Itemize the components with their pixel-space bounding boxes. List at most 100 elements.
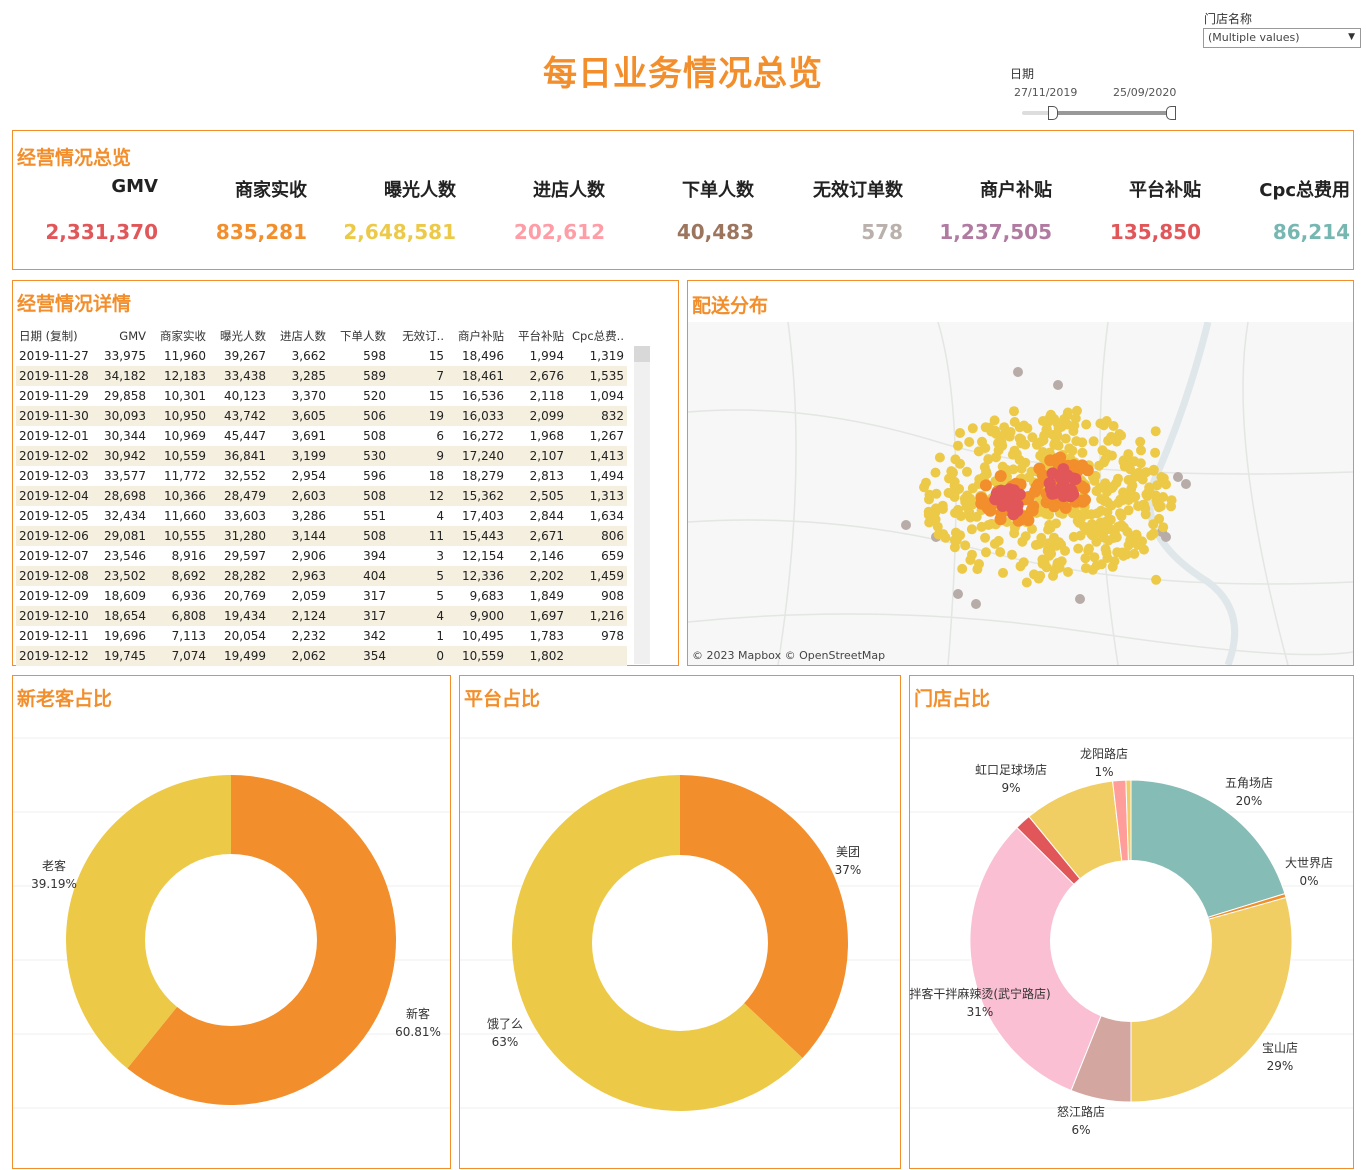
- kpi-value: 202,612: [513, 220, 605, 244]
- table-row[interactable]: 2019-12-07 23,546 8,916 29,597 2,906 394 3 12,1…: [16, 546, 627, 566]
- table-row[interactable]: 2019-12-01 30,344 10,969 45,447 3,691 508 6 16,…: [16, 426, 627, 446]
- map-point: [1019, 512, 1031, 525]
- table-cell: 2,671: [507, 526, 567, 546]
- date-start: 27/11/2019: [1014, 86, 1078, 99]
- map-point: [1051, 433, 1061, 444]
- table-row[interactable]: 2019-12-10 18,654 6,808 19,434 2,124 317 4 9,90…: [16, 606, 627, 626]
- kpi-value: 86,214: [1272, 220, 1350, 244]
- table-cell: 30,942: [96, 446, 149, 466]
- column-header[interactable]: 进店人数: [280, 329, 326, 343]
- map-point: [933, 529, 944, 540]
- column-header[interactable]: 平台补贴: [518, 329, 564, 343]
- table-cell: 18,654: [96, 606, 149, 626]
- table-row[interactable]: 2019-11-28 34,182 12,183 33,438 3,285 589 7 18,…: [16, 366, 627, 386]
- map-point: [991, 428, 1002, 439]
- pie-category: 五角场店: [1224, 776, 1273, 790]
- column-header[interactable]: 商家实收: [160, 329, 206, 343]
- map-point: [1121, 549, 1132, 560]
- detail-scrollbar[interactable]: [634, 346, 650, 664]
- map-point: [1055, 481, 1068, 494]
- table-row[interactable]: 2019-11-30 30,093 10,950 43,742 3,605 506 19 16…: [16, 406, 627, 426]
- map-point: [1123, 449, 1134, 460]
- pie-label: 饿了么 63%: [425, 1015, 585, 1051]
- scrollbar-thumb[interactable]: [634, 346, 650, 362]
- kpi-label: 曝光人数: [384, 180, 456, 201]
- table-row[interactable]: 2019-12-05 32,434 11,660 33,603 3,286 551 4 17,…: [16, 506, 627, 526]
- table-cell: 28,698: [96, 486, 149, 506]
- table-cell: 2,906: [291, 549, 326, 563]
- map-point: [1069, 506, 1080, 517]
- table-cell: 19,434: [209, 606, 269, 626]
- table-cell: 520: [363, 389, 386, 403]
- map-point: [1081, 419, 1092, 430]
- column-header[interactable]: 曝光人数: [220, 329, 266, 343]
- map-point: [966, 524, 977, 535]
- table-cell: 34,182: [96, 366, 149, 386]
- map-point: [1116, 511, 1127, 522]
- table-row[interactable]: 2019-12-12 19,745 7,074 19,499 2,062 354 0 10,5…: [16, 646, 627, 666]
- column-header[interactable]: 日期 (复制): [19, 329, 78, 343]
- store-filter-value: (Multiple values): [1208, 31, 1300, 44]
- table-row[interactable]: 2019-12-11 19,696 7,113 20,054 2,232 342 1 10,4…: [16, 626, 627, 646]
- table-cell: 404: [329, 566, 389, 586]
- map-point: [1033, 462, 1046, 475]
- map-point: [1083, 545, 1094, 556]
- pie-slice[interactable]: [680, 775, 848, 1058]
- date-slider-end-handle[interactable]: [1166, 106, 1176, 120]
- pie-category: 饿了么: [486, 1017, 523, 1031]
- table-cell: 2019-12-10: [16, 606, 96, 626]
- store-filter-dropdown[interactable]: (Multiple values) ▼: [1203, 28, 1361, 48]
- map-point: [1063, 567, 1073, 577]
- table-cell: 2,676: [507, 366, 567, 386]
- table-cell: 2019-11-28: [16, 366, 96, 386]
- column-header[interactable]: 商户补贴: [458, 329, 504, 343]
- pie-label: 老客 39.19%: [0, 857, 134, 893]
- map-point: [989, 538, 1000, 549]
- table-cell: 1: [436, 629, 444, 643]
- column-header[interactable]: Cpc总费..: [572, 329, 624, 343]
- map-point: [949, 542, 960, 553]
- kpi-value: 1,237,505: [939, 220, 1052, 244]
- delivery-map[interactable]: [688, 322, 1353, 665]
- table-row[interactable]: 2019-12-02 30,942 10,559 36,841 3,199 530 9 17,…: [16, 446, 627, 466]
- table-row[interactable]: 2019-12-08 23,502 8,692 28,282 2,963 404 5 12,3…: [16, 566, 627, 586]
- pie-slice[interactable]: [969, 826, 1132, 1092]
- table-row[interactable]: 2019-12-04 28,698 10,366 28,479 2,603 508 12 15…: [16, 486, 627, 506]
- map-point: [950, 508, 960, 518]
- table-row[interactable]: 2019-11-29 29,858 10,301 40,123 3,370 520 15 16…: [16, 386, 627, 406]
- map-river: [1146, 322, 1239, 665]
- table-row[interactable]: 2019-12-03 33,577 11,772 32,552 2,954 596 18 18…: [16, 466, 627, 486]
- map-point: [950, 454, 961, 465]
- date-slider-start-handle[interactable]: [1048, 106, 1058, 120]
- kpi-value: 578: [861, 220, 903, 244]
- table-cell: 6,936: [171, 589, 206, 603]
- pie-label: 怒江路店 6%: [1001, 1103, 1161, 1139]
- pie-percent: 31%: [966, 1005, 994, 1019]
- table-cell: 11: [389, 526, 447, 546]
- table-cell: 10,969: [164, 429, 206, 443]
- column-header[interactable]: GMV: [119, 329, 146, 343]
- column-header[interactable]: 下单人数: [340, 329, 386, 343]
- table-row[interactable]: 2019-11-27 33,975 11,960 39,267 3,662 598 15 18…: [16, 346, 627, 366]
- table-cell: 1,535: [567, 366, 627, 386]
- table-row[interactable]: 2019-12-09 18,609 6,936 20,769 2,059 317 5 9,68…: [16, 586, 627, 606]
- table-row[interactable]: 2019-12-06 29,081 10,555 31,280 3,144 508 11 15…: [16, 526, 627, 546]
- map-point: [950, 527, 961, 538]
- map-point: [1068, 426, 1079, 436]
- map-point: [1035, 450, 1046, 461]
- table-cell: 2,963: [269, 566, 329, 586]
- map-point: [1086, 519, 1097, 529]
- pie-label: 宝山店 29%: [1200, 1039, 1360, 1075]
- map-point: [1166, 501, 1176, 512]
- table-cell: 9: [389, 446, 447, 466]
- customer-ratio-title: 新老客占比: [17, 688, 113, 710]
- column-header[interactable]: 无效订..: [402, 329, 444, 343]
- map-point: [1017, 536, 1028, 547]
- map-point: [937, 504, 948, 514]
- table-cell: 551: [363, 509, 386, 523]
- table-cell: 7,074: [149, 646, 209, 666]
- map-point: [995, 547, 1006, 558]
- table-cell: 2019-12-02: [16, 446, 96, 466]
- map-point: [932, 521, 943, 532]
- map-point: [1026, 504, 1039, 517]
